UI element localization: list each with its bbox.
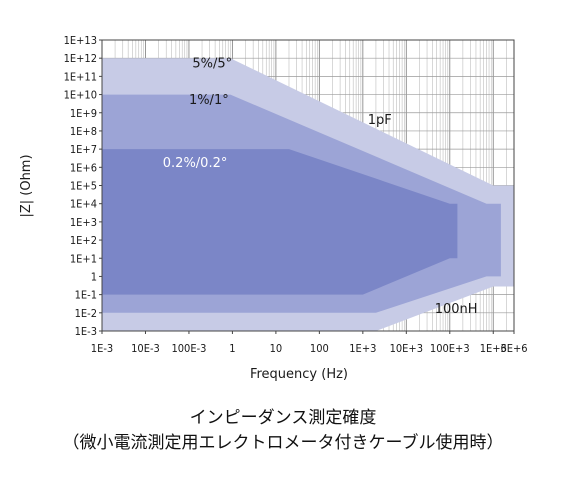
accuracy-region-2 [102,149,458,295]
x-axis-label: Frequency (Hz) [250,367,348,382]
x-tick-label: 100E+3 [430,342,470,355]
y-tick-label: 1E+8 [70,125,97,138]
x-tick-label: 1 [229,342,235,355]
y-tick-label: 1E+5 [70,180,97,193]
y-tick-label: 1E+10 [64,89,97,102]
x-tick-label: 3E+6 [500,342,527,355]
y-axis-label: |Z| (Ohm) [19,154,34,217]
y-tick-label: 1E+6 [70,161,97,174]
x-tick-label: 10 [270,342,283,355]
x-tick-label: 1E-3 [91,342,113,355]
x-tick-label: 1E+3 [349,342,376,355]
y-tick-label: 1E+3 [70,216,97,229]
y-tick-label: 1E+1 [70,252,97,265]
x-tick-label: 10E-3 [131,342,160,355]
annotation-label: 1%/1° [189,93,229,108]
y-tick-label: 1E-3 [75,325,97,338]
x-tick-label: 100E-3 [171,342,206,355]
caption-title: インピーダンス測定確度 [189,408,377,428]
annotation-label: 5%/5° [192,57,232,72]
y-tick-label: 1E+13 [64,34,97,47]
tick-labels: 1E+131E+121E+111E+101E+91E+81E+71E+61E+5… [64,34,528,355]
y-tick-label: 1E+4 [70,198,97,211]
y-tick-label: 1E+12 [64,52,97,65]
annotations: 5%/5° 1%/1° 0.2%/0.2° 1pF 100nH [163,57,478,317]
x-tick-label: 1E+6 [480,342,507,355]
y-tick-label: 1E-2 [75,307,97,320]
annotation-label: 100nH [435,302,478,317]
y-tick-label: 1 [91,270,97,283]
y-tick-label: 1E-1 [75,289,97,302]
caption-subtitle: （微小電流測定用エレクトロメータ付きケーブル使用時） [62,433,504,453]
annotation-label: 0.2%/0.2° [163,156,228,171]
y-tick-label: 1E+7 [70,143,97,156]
y-tick-label: 1E+9 [70,107,97,120]
x-tick-label: 100 [310,342,329,355]
y-tick-label: 1E+11 [64,70,97,83]
x-tick-label: 10E+3 [390,342,423,355]
accuracy-regions [102,58,514,331]
y-tick-label: 1E+2 [70,234,97,247]
annotation-label: 1pF [368,113,392,128]
